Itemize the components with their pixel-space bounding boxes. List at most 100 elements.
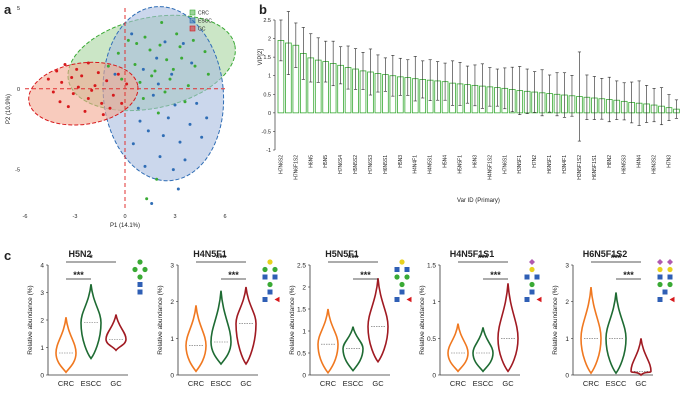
scatter-point-crc (133, 63, 137, 67)
scatter-point-crc (106, 64, 110, 68)
y-tick-label: -0.5 (262, 129, 271, 135)
x-axis-label: Var ID (Primary) (457, 198, 500, 204)
panel-c-letter: c (4, 248, 11, 263)
x-tick-label: ESCC (473, 379, 494, 388)
x-tick-label: H4N4F1 (413, 155, 419, 174)
glycan-mannose (262, 266, 268, 273)
y-tick-label: 0 (565, 373, 569, 380)
y-tick-label: 1 (432, 299, 436, 306)
y-tick-label: 3 (565, 263, 569, 270)
x-tick-label: H7N6F1S2 (293, 155, 299, 180)
y-tick-label: 0.5 (263, 92, 271, 98)
x-tick-label: CRC (583, 379, 600, 388)
scatter-point-crc (156, 111, 160, 115)
legend-swatch (189, 17, 196, 24)
scatter-point-gc (75, 67, 79, 71)
scatter-point-crc (175, 32, 179, 36)
scatter-point-escc (178, 140, 182, 144)
scatter-point-gc (125, 82, 129, 86)
scatter-point-crc (191, 38, 195, 42)
scatter-point-gc (100, 101, 104, 105)
plot-title: H5N5F1 (325, 249, 359, 259)
scatter-point-crc (120, 77, 124, 81)
scatter-point-gc (111, 93, 115, 97)
scatter-point-gc (101, 113, 105, 117)
x-tick-label: ESCC (211, 379, 232, 388)
y-tick-label: 1 (170, 336, 174, 343)
x-tick-label: H7N3 (666, 155, 672, 168)
scatter-point-escc (183, 158, 187, 162)
scatter-point-gc (86, 96, 90, 100)
x-tick-label: H4N4 (637, 155, 643, 168)
glycan-sialic-acid (667, 259, 673, 265)
x-tick-label: 3 (173, 214, 176, 220)
glycan-glcnac (524, 274, 530, 280)
scatter-point-gc (86, 61, 90, 65)
y-tick-label: 2 (302, 285, 306, 292)
violin-crc (55, 317, 77, 374)
y-tick-label: 0 (432, 373, 436, 380)
scatter-point-escc (130, 32, 134, 36)
glycan-mannose (137, 274, 143, 280)
scatter-point-gc (58, 100, 62, 104)
scatter-point-escc (143, 164, 147, 168)
violin-crc (447, 323, 469, 373)
x-tick-label: GC (502, 379, 514, 388)
glycan-fucose (274, 296, 280, 303)
x-tick-label: H6N5S3 (622, 155, 628, 174)
glycan-glcnac (667, 274, 673, 280)
glycan-sialic-acid (657, 259, 663, 265)
y-tick-label: 1.5 (297, 307, 306, 314)
x-tick-label: H7N6S1 (502, 155, 508, 174)
scatter-point-escc (173, 103, 177, 107)
y-tick-label: 5 (17, 6, 20, 12)
x-tick-label: CRC (320, 379, 337, 388)
y-tick-label: 1 (40, 345, 44, 352)
scatter-point-crc (145, 197, 149, 201)
glycan-mannose (132, 266, 138, 273)
scatter-point-escc (205, 116, 209, 120)
y-tick-label: 0 (268, 111, 271, 117)
y-axis-label: Relative abundance (%) (289, 285, 296, 354)
glycan-glcnac (657, 274, 663, 280)
violin-escc (210, 290, 232, 366)
y-tick-label: -1 (266, 148, 271, 154)
violin-plot: H4N5F1 Relative abundance (%) 0 1 2 3 CRC ESCC G… (157, 249, 280, 388)
y-tick-label: 2 (565, 299, 569, 306)
scatter-point-gc (76, 85, 80, 89)
x-tick-label: H3N5F1 (517, 155, 523, 174)
scatter-point-crc (186, 84, 190, 88)
scatter-point-crc (183, 100, 187, 104)
glycan-glcnac (137, 289, 143, 295)
scatter-point-crc (163, 90, 167, 94)
x-tick-label: H7N6S3 (368, 155, 374, 174)
glycan-structure-icon (524, 259, 542, 303)
legend-label: CRC (198, 11, 209, 17)
glycan-glcnac (267, 289, 273, 295)
y-tick-label: 0 (170, 373, 174, 380)
glycan-glcnac (529, 289, 535, 295)
violin-plot: H5N2 Relative abundance (%) 0 1 2 3 4 CRC ESCC GC… (27, 249, 148, 388)
y-tick-label: 0 (302, 373, 306, 380)
scatter-point-escc (200, 135, 204, 139)
scatter-point-escc (166, 116, 170, 120)
scatter-point-escc (190, 61, 194, 65)
panel-c: c (4, 248, 11, 263)
glycan-mannose (404, 274, 410, 280)
violin-plot: H6N5F1S2 Relative abundance (%) 0 1 2 3 CRC ESC… (552, 249, 675, 388)
scatter-point-gc (60, 80, 64, 84)
scatter-point-gc (66, 105, 70, 109)
scatter-point-crc (180, 56, 184, 60)
glycan-glcnac (272, 274, 278, 280)
glycan-glcnac (662, 289, 668, 295)
panel-a-letter: a (4, 2, 12, 17)
glycan-glcnac (657, 297, 663, 302)
violin-escc (605, 292, 627, 375)
scatter-point-escc (176, 187, 180, 191)
x-tick-label: H5N4 (443, 155, 449, 168)
scatter-point-gc (96, 71, 100, 75)
y-tick-label: 0 (17, 87, 20, 93)
scatter-point-escc (151, 93, 155, 97)
violin-escc (472, 327, 494, 373)
violin-gc (367, 278, 389, 364)
